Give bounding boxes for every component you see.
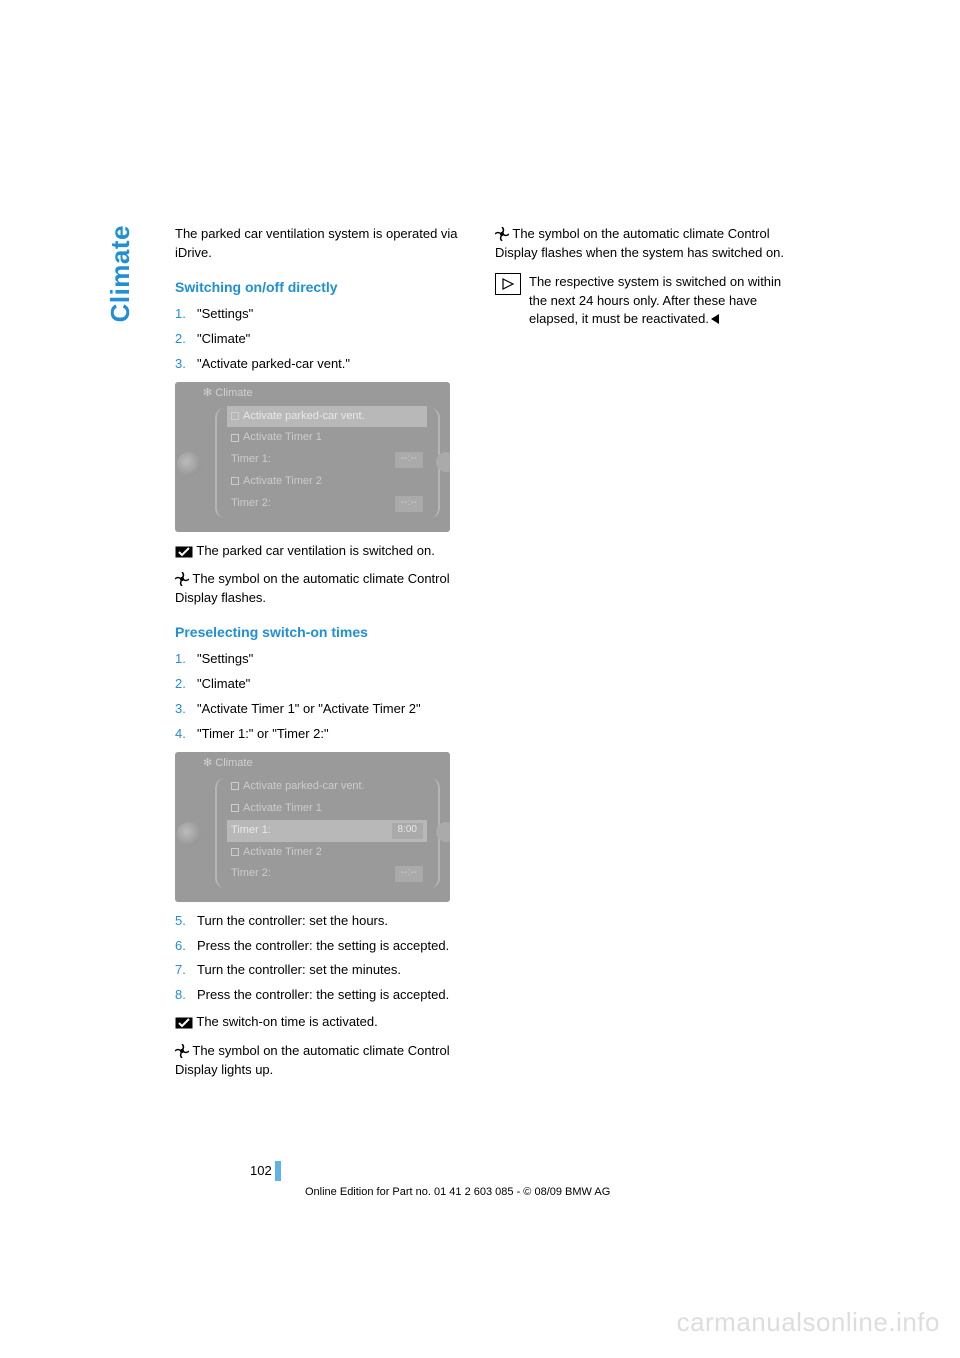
fan-icon-small: ✻ [203,757,212,769]
list-item-text: "Climate" [197,676,250,691]
menu-row: Timer 2:--:-- [227,863,427,885]
hint-icon [495,273,521,295]
list-item-text: "Activate Timer 1" or "Activate Timer 2" [197,701,421,716]
screenshot-title: Climate [215,387,252,399]
idrive-screenshot-2: ✻ Climate Activate parked-car vent. Acti… [175,752,450,902]
screenshot-header: ✻ Climate [203,756,253,772]
list-preselecting: 1."Settings" 2."Climate" 3."Activate Tim… [175,650,465,743]
page-content: The parked car ventilation system is ope… [105,225,845,1090]
heading-preselecting: Preselecting switch-on times [175,622,465,642]
list-item: 7.Turn the controller: set the minutes. [175,961,465,980]
page-number: 102 [175,1163,845,1178]
list-item: 4."Timer 1:" or "Timer 2:" [175,725,465,744]
menu-row: Activate Timer 2 [227,471,427,493]
note-text: The symbol on the automatic climate Cont… [175,1043,450,1077]
list-item-text: "Climate" [197,331,250,346]
list-item-text: "Settings" [197,651,253,666]
list-item-text: Press the controller: the setting is acc… [197,987,449,1002]
note-line: The symbol on the automatic climate Cont… [175,570,465,608]
note-text: The symbol on the automatic climate Cont… [495,226,784,260]
menu-row: Activate Timer 1 [227,798,427,820]
menu-row: Activate Timer 2 [227,842,427,864]
list-item: 1."Settings" [175,305,465,324]
screenshot-menu: Activate parked-car vent. Activate Timer… [227,776,427,886]
column-right: The symbol on the automatic climate Cont… [495,225,785,1090]
fan-icon [495,226,509,241]
fan-icon [175,571,189,586]
list-item: 5.Turn the controller: set the hours. [175,912,465,931]
list-item-text: "Activate parked-car vent." [197,356,350,371]
note-line: The switch-on time is activated. [175,1013,465,1032]
page-footer: 102 Online Edition for Part no. 01 41 2 … [175,1163,845,1198]
note-line: The symbol on the automatic climate Cont… [495,225,785,263]
menu-row: Timer 1:--:-- [227,449,427,471]
list-item: 3."Activate Timer 1" or "Activate Timer … [175,700,465,719]
hint-box: The respective system is switched on wit… [495,273,785,330]
list-item-text: Turn the controller: set the hours. [197,913,388,928]
screenshot-title: Climate [215,757,252,769]
menu-row: Activate parked-car vent. [227,776,427,798]
note-line: The symbol on the automatic climate Cont… [175,1042,465,1080]
list-item-text: Press the controller: the setting is acc… [197,938,449,953]
list-item: 8.Press the controller: the setting is a… [175,986,465,1005]
note-text: The switch-on time is activated. [196,1014,377,1029]
hint-text: The respective system is switched on wit… [495,273,785,330]
screenshot-menu: Activate parked-car vent. Activate Timer… [227,406,427,516]
menu-row: Timer 2:--:-- [227,493,427,515]
fan-icon [175,1043,189,1058]
list-item: 2."Climate" [175,675,465,694]
note-text: The parked car ventilation is switched o… [196,543,434,558]
heading-switching: Switching on/off directly [175,277,465,297]
checkbox-icon [175,1014,193,1029]
fan-icon-small: ✻ [203,387,212,399]
note-line: The parked car ventilation is switched o… [175,542,465,561]
list-item-text: "Settings" [197,306,253,321]
list-steps: 5.Turn the controller: set the hours. 6.… [175,912,465,1005]
note-text: The symbol on the automatic climate Cont… [175,571,450,605]
idrive-screenshot-1: ✻ Climate Activate parked-car vent. Acti… [175,382,450,532]
screenshot-header: ✻ Climate [203,386,253,402]
list-item-text: "Timer 1:" or "Timer 2:" [197,726,329,741]
list-item: 1."Settings" [175,650,465,669]
footer-edition-line: Online Edition for Part no. 01 41 2 603 … [175,1186,845,1198]
list-item: 6.Press the controller: the setting is a… [175,937,465,956]
checkbox-icon [175,543,193,558]
menu-row: Activate parked-car vent. [227,406,427,428]
menu-row: Activate Timer 1 [227,427,427,449]
menu-row: Timer 1:8:00 [227,820,427,842]
intro-paragraph: The parked car ventilation system is ope… [175,225,465,263]
list-item: 3."Activate parked-car vent." [175,355,465,374]
watermark: carmanualsonline.info [677,1307,940,1338]
column-left: The parked car ventilation system is ope… [175,225,465,1090]
list-switching: 1."Settings" 2."Climate" 3."Activate par… [175,305,465,374]
list-item: 2."Climate" [175,330,465,349]
list-item-text: Turn the controller: set the minutes. [197,962,401,977]
end-marker-icon [711,314,719,324]
